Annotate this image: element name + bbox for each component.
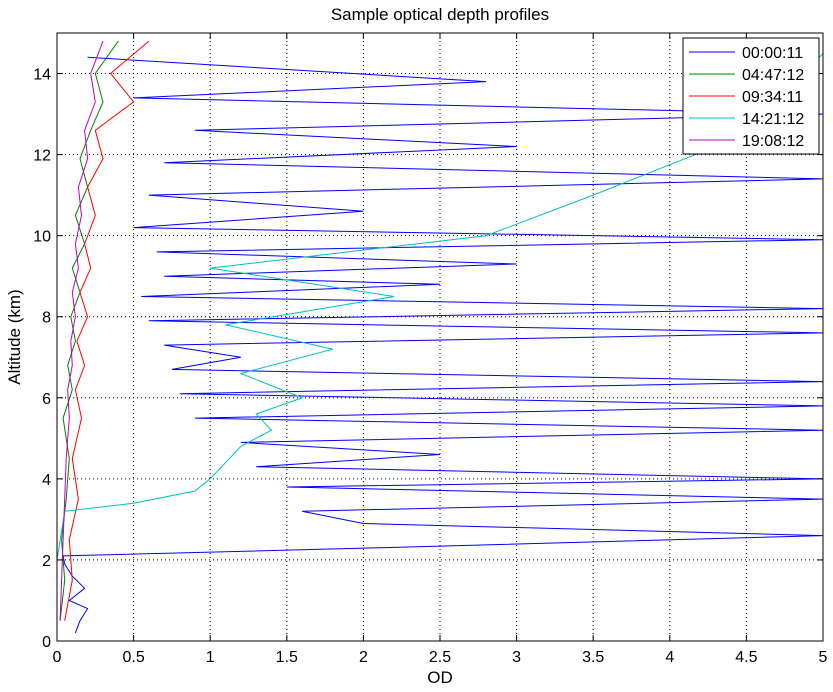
x-tick-label: 1	[206, 649, 215, 666]
y-tick-label: 0	[42, 634, 51, 651]
y-tick-label: 8	[42, 310, 51, 327]
x-tick-label: 5	[819, 649, 828, 666]
x-tick-label: 3	[512, 649, 521, 666]
series-line-00-00-11	[62, 56, 823, 634]
y-tick-label: 14	[33, 67, 51, 84]
legend-label: 09:34:11	[742, 89, 803, 106]
series-line-14-21-12	[57, 52, 823, 621]
legend-label: 19:08:12	[742, 133, 804, 150]
legend: 00:00:11 04:47:12 09:34:11 14:21:12 19:08:12	[682, 37, 820, 155]
x-axis-label: OD	[427, 668, 453, 687]
y-axis-ticks: 0 2 4 6 8 10 12 14	[33, 67, 823, 651]
x-tick-label: 2.5	[429, 649, 451, 666]
y-tick-label: 6	[42, 391, 51, 408]
series-group	[57, 40, 823, 634]
chart-title: Sample optical depth profiles	[331, 5, 549, 24]
legend-label: 04:47:12	[742, 67, 804, 84]
x-axis-ticks: 0 0.5 1 1.5 2 2.5 3 3.5 4 4.5 5	[53, 33, 828, 666]
y-tick-label: 10	[33, 229, 51, 246]
series-line-19-08-12	[59, 40, 104, 621]
plot-area	[57, 40, 823, 634]
x-tick-label: 0	[53, 649, 62, 666]
series-line-09-34-11	[64, 40, 150, 621]
x-tick-label: 3.5	[582, 649, 604, 666]
series-line-04-47-12	[59, 40, 119, 621]
x-tick-label: 2	[359, 649, 368, 666]
y-axis-label: Altitude (km)	[5, 289, 24, 384]
y-tick-label: 2	[42, 553, 51, 570]
legend-label: 14:21:12	[742, 111, 804, 128]
x-tick-label: 0.5	[122, 649, 144, 666]
legend-label: 00:00:11	[742, 45, 803, 62]
x-tick-label: 4	[665, 649, 674, 666]
y-tick-label: 4	[42, 472, 51, 489]
x-tick-label: 1.5	[276, 649, 298, 666]
x-tick-label: 4.5	[735, 649, 757, 666]
y-tick-label: 12	[33, 148, 51, 165]
